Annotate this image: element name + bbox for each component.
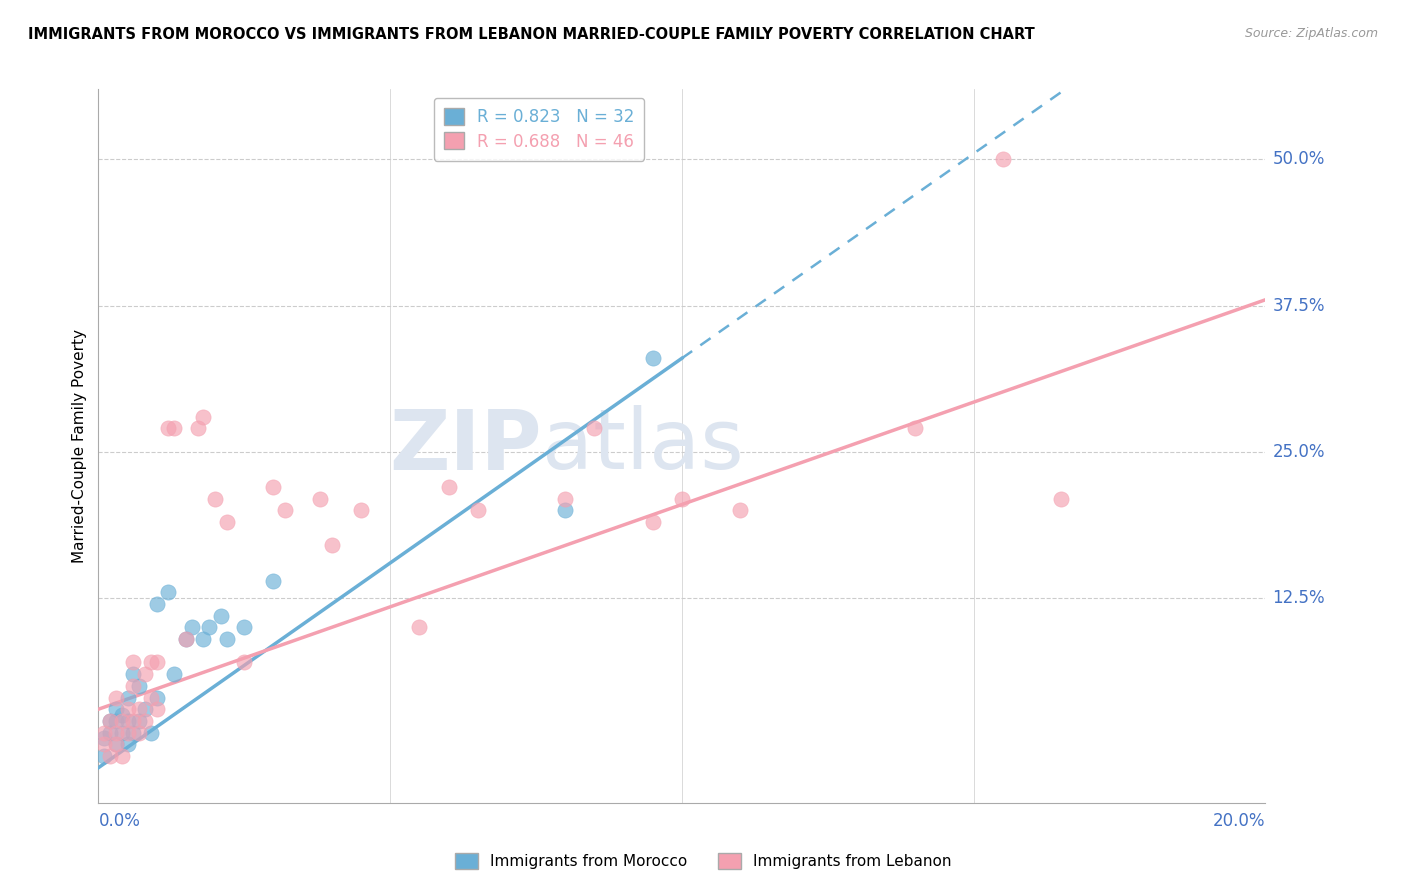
Point: [111, 708, 134, 723]
Point: [309, 491, 332, 506]
Point: [117, 690, 139, 705]
Point: [146, 597, 169, 611]
Point: [193, 409, 215, 424]
Text: 50.0%: 50.0%: [1272, 151, 1324, 169]
Point: [128, 702, 150, 716]
Point: [104, 690, 127, 705]
Point: [122, 667, 145, 681]
Point: [198, 620, 221, 634]
Point: [554, 491, 576, 506]
Point: [93, 731, 115, 746]
Point: [104, 737, 127, 751]
Legend: R = 0.823   N = 32, R = 0.688   N = 46: R = 0.823 N = 32, R = 0.688 N = 46: [433, 97, 644, 161]
Point: [93, 737, 115, 751]
Point: [437, 480, 460, 494]
Point: [93, 749, 115, 764]
Point: [174, 632, 197, 646]
Point: [128, 714, 150, 728]
Point: [467, 503, 489, 517]
Point: [904, 421, 927, 435]
Text: ZIP: ZIP: [389, 406, 541, 486]
Point: [139, 690, 162, 705]
Point: [321, 538, 343, 552]
Point: [117, 714, 139, 728]
Point: [111, 725, 134, 739]
Point: [111, 749, 134, 764]
Point: [146, 690, 169, 705]
Point: [134, 667, 156, 681]
Text: 25.0%: 25.0%: [1272, 442, 1324, 461]
Text: 37.5%: 37.5%: [1272, 297, 1324, 315]
Point: [146, 656, 169, 670]
Point: [583, 421, 606, 435]
Point: [728, 503, 751, 517]
Point: [117, 725, 139, 739]
Point: [128, 725, 150, 739]
Point: [215, 515, 238, 529]
Point: [163, 667, 186, 681]
Legend: Immigrants from Morocco, Immigrants from Lebanon: Immigrants from Morocco, Immigrants from…: [449, 847, 957, 875]
Point: [122, 725, 145, 739]
Point: [146, 702, 169, 716]
Point: [134, 702, 156, 716]
Point: [641, 351, 664, 366]
Point: [139, 656, 162, 670]
Point: [163, 421, 186, 435]
Point: [187, 421, 209, 435]
Point: [991, 153, 1014, 167]
Point: [209, 608, 232, 623]
Text: atlas: atlas: [541, 406, 744, 486]
Point: [98, 725, 121, 739]
Point: [641, 515, 664, 529]
Point: [554, 503, 576, 517]
Point: [111, 714, 134, 728]
Text: 0.0%: 0.0%: [98, 812, 141, 830]
Y-axis label: Married-Couple Family Poverty: Married-Couple Family Poverty: [72, 329, 87, 563]
Point: [204, 491, 226, 506]
Point: [98, 749, 121, 764]
Point: [215, 632, 238, 646]
Point: [134, 714, 156, 728]
Point: [104, 702, 127, 716]
Point: [274, 503, 297, 517]
Text: IMMIGRANTS FROM MOROCCO VS IMMIGRANTS FROM LEBANON MARRIED-COUPLE FAMILY POVERTY: IMMIGRANTS FROM MOROCCO VS IMMIGRANTS FR…: [28, 27, 1035, 42]
Point: [262, 480, 284, 494]
Point: [98, 714, 121, 728]
Point: [408, 620, 430, 634]
Point: [104, 714, 127, 728]
Text: 20.0%: 20.0%: [1213, 812, 1265, 830]
Point: [117, 702, 139, 716]
Point: [104, 725, 127, 739]
Point: [128, 679, 150, 693]
Point: [122, 679, 145, 693]
Point: [350, 503, 373, 517]
Point: [117, 737, 139, 751]
Point: [233, 656, 256, 670]
Point: [233, 620, 256, 634]
Point: [93, 725, 115, 739]
Point: [104, 737, 127, 751]
Point: [671, 491, 693, 506]
Point: [157, 421, 180, 435]
Point: [193, 632, 215, 646]
Point: [1050, 491, 1073, 506]
Point: [122, 714, 145, 728]
Point: [174, 632, 197, 646]
Point: [157, 585, 180, 599]
Point: [122, 656, 145, 670]
Point: [262, 574, 284, 588]
Point: [139, 725, 162, 739]
Text: 12.5%: 12.5%: [1272, 589, 1324, 607]
Point: [180, 620, 202, 634]
Text: Source: ZipAtlas.com: Source: ZipAtlas.com: [1244, 27, 1378, 40]
Point: [98, 714, 121, 728]
